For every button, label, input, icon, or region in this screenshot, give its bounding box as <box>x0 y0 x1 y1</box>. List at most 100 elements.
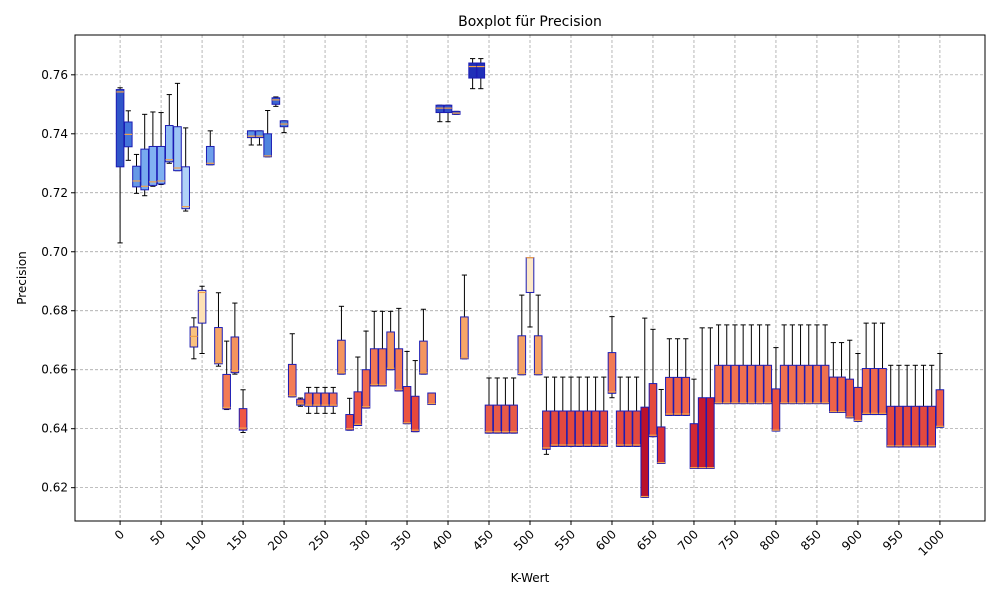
box-body <box>156 145 166 185</box>
box-body <box>583 410 592 447</box>
box-840 <box>804 324 814 405</box>
box-950 <box>894 364 904 448</box>
box-body <box>312 392 322 407</box>
box-body <box>132 165 141 188</box>
box-body <box>812 364 822 405</box>
box-body <box>550 410 559 447</box>
box-body <box>402 386 412 425</box>
box-body <box>902 405 912 448</box>
box-340 <box>394 307 404 392</box>
box-body <box>361 369 371 409</box>
y-axis-label: Precision <box>15 251 29 305</box>
box-600 <box>607 316 617 399</box>
box-0 <box>115 87 125 244</box>
box-body <box>353 391 363 426</box>
box-body <box>927 405 937 448</box>
box-800 <box>771 347 781 432</box>
box-body <box>345 414 354 431</box>
box-940 <box>886 364 896 448</box>
box-body <box>222 373 231 410</box>
box-560 <box>574 376 584 447</box>
box-370 <box>419 308 428 375</box>
box-body <box>714 364 723 405</box>
box-430 <box>468 58 477 90</box>
box-body <box>378 348 387 387</box>
x-axis-label: K-Wert <box>511 571 550 585</box>
box-530 <box>550 376 559 447</box>
box-630 <box>632 376 641 447</box>
box-170 <box>255 130 264 146</box>
box-body <box>181 166 190 210</box>
box-490 <box>517 294 527 376</box>
box-body <box>230 336 240 374</box>
box-body <box>656 426 666 464</box>
box-body <box>706 397 715 470</box>
box-body <box>140 148 149 191</box>
box-body <box>615 410 625 447</box>
box-body <box>788 364 797 405</box>
box-body <box>328 392 338 407</box>
box-570 <box>583 376 592 447</box>
box-body <box>246 130 256 139</box>
box-580 <box>591 376 600 447</box>
box-body <box>738 364 748 405</box>
box-body <box>771 388 781 432</box>
box-280 <box>345 397 354 431</box>
box-body <box>509 404 518 434</box>
box-750 <box>730 324 740 405</box>
box-310 <box>369 310 379 387</box>
box-body <box>640 406 650 498</box>
box-420 <box>460 274 469 360</box>
box-100 <box>197 285 207 354</box>
box-160 <box>246 130 256 146</box>
box-body <box>558 410 568 447</box>
box-body <box>599 410 609 447</box>
box-1000 <box>935 352 945 428</box>
box-body <box>730 364 740 405</box>
box-body <box>320 392 330 407</box>
box-body <box>632 410 641 447</box>
box-360 <box>410 360 420 433</box>
box-120 <box>214 292 223 367</box>
box-460 <box>492 377 502 434</box>
box-body <box>829 376 838 413</box>
box-body <box>804 364 814 405</box>
box-760 <box>738 324 748 405</box>
box-520 <box>542 376 551 455</box>
box-body <box>681 376 691 416</box>
box-590 <box>599 376 609 447</box>
box-body <box>386 331 395 371</box>
box-body <box>460 316 469 360</box>
box-body <box>820 364 830 405</box>
box-610 <box>615 376 625 447</box>
box-60 <box>164 94 174 164</box>
y-tick-label: 0.72 <box>41 186 68 200</box>
box-body <box>296 398 305 406</box>
box-820 <box>788 324 797 405</box>
box-390 <box>435 104 445 123</box>
box-body <box>542 410 551 450</box>
box-730 <box>714 324 723 405</box>
box-body <box>853 386 863 422</box>
box-200 <box>279 120 289 134</box>
box-690 <box>681 338 691 416</box>
box-260 <box>328 386 338 414</box>
box-body <box>533 335 543 376</box>
box-body <box>427 392 436 406</box>
box-900 <box>853 352 863 422</box>
boxes-group <box>115 58 945 498</box>
box-230 <box>304 386 313 414</box>
box-240 <box>312 386 322 414</box>
box-body <box>394 348 404 392</box>
box-930 <box>878 322 887 416</box>
box-body <box>919 405 928 448</box>
box-10 <box>123 110 133 161</box>
box-body <box>435 104 445 114</box>
box-body <box>419 340 428 375</box>
box-540 <box>558 376 568 447</box>
box-850 <box>812 324 822 405</box>
box-670 <box>665 338 674 416</box>
box-780 <box>755 324 764 405</box>
box-body <box>263 133 272 158</box>
